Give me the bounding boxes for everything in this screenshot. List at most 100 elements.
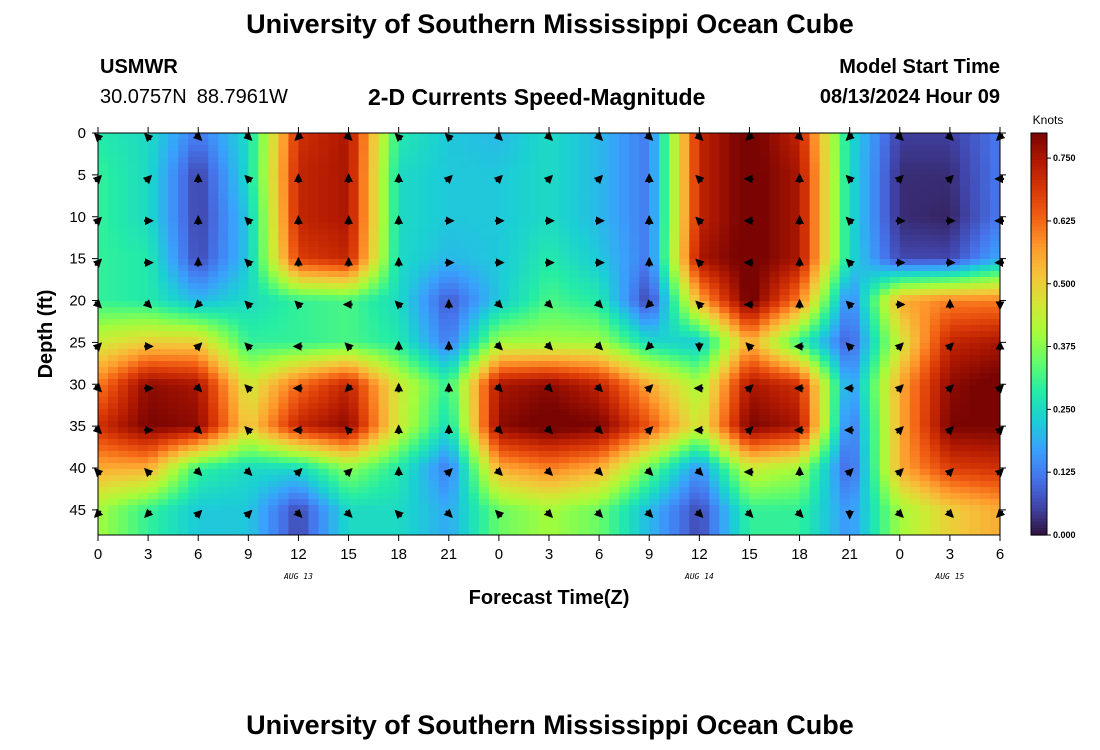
heat-cell [979, 385, 991, 392]
heat-cell [619, 241, 630, 248]
heat-cell [839, 313, 851, 320]
heat-cell [749, 247, 761, 254]
heat-cell [478, 241, 490, 248]
heat-cell [178, 193, 189, 200]
heat-cell [118, 145, 129, 152]
heat-cell [248, 193, 259, 200]
heat-cell [258, 271, 269, 278]
heat-cell [979, 403, 991, 410]
heat-cell [639, 235, 650, 242]
heat-cell [959, 157, 971, 164]
heat-cell [639, 457, 650, 464]
heat-cell [98, 403, 109, 410]
heat-cell [498, 355, 510, 362]
heat-cell [729, 283, 741, 290]
heat-cell [649, 259, 660, 266]
heat-cell [859, 157, 871, 164]
heat-cell [899, 133, 911, 140]
heat-cell [919, 319, 931, 326]
heat-cell [458, 295, 470, 302]
heat-cell [108, 445, 119, 452]
heat-cell [589, 259, 600, 266]
heat-cell [438, 301, 450, 308]
heat-cell [889, 169, 901, 176]
heat-cell [769, 391, 781, 398]
heat-cell [508, 205, 520, 212]
heat-cell [919, 373, 931, 380]
heat-cell [358, 265, 370, 272]
heat-cell [859, 301, 871, 308]
heat-cell [829, 133, 841, 140]
heat-cell [759, 289, 771, 296]
heat-cell [899, 421, 911, 428]
heat-cell [929, 403, 941, 410]
heat-cell [128, 379, 139, 386]
heat-cell [679, 157, 690, 164]
heat-cell [549, 301, 560, 308]
heat-cell [739, 451, 751, 458]
heat-cell [398, 199, 410, 206]
heat-cell [739, 331, 751, 338]
heat-cell [809, 415, 821, 422]
heat-cell [208, 379, 219, 386]
heat-cell [899, 229, 911, 236]
heat-cell [158, 133, 169, 140]
heat-cell [148, 205, 159, 212]
heat-cell [378, 451, 390, 458]
heat-cell [128, 187, 139, 194]
heat-cell [448, 403, 460, 410]
heat-cell [559, 451, 570, 458]
heat-cell [789, 397, 801, 404]
heat-cell [408, 187, 420, 194]
heat-cell [218, 433, 229, 440]
heat-cell [168, 367, 179, 374]
heat-cell [969, 367, 981, 374]
heat-cell [328, 445, 340, 452]
heat-cell [699, 445, 710, 452]
heat-cell [428, 145, 440, 152]
heat-cell [989, 235, 1000, 242]
heat-cell [609, 325, 620, 332]
heat-cell [789, 193, 801, 200]
heat-cell [729, 373, 741, 380]
heat-cell [799, 385, 811, 392]
heat-cell [118, 319, 129, 326]
heat-cell [679, 139, 690, 146]
heat-cell [538, 319, 550, 326]
heat-cell [518, 451, 530, 458]
heat-cell [498, 391, 510, 398]
heat-cell [869, 247, 881, 254]
heat-cell [388, 307, 400, 314]
heat-cell [569, 277, 580, 284]
heat-cell [398, 193, 410, 200]
heat-cell [589, 451, 600, 458]
heat-cell [508, 361, 520, 368]
heat-cell [258, 301, 269, 308]
heat-cell [128, 421, 139, 428]
heat-cell [138, 415, 149, 422]
heat-cell [328, 259, 340, 266]
heat-cell [498, 157, 510, 164]
heat-cell [549, 205, 560, 212]
heat-cell [659, 439, 670, 446]
heat-cell [979, 415, 991, 422]
heat-cell [939, 283, 951, 290]
heat-cell [679, 223, 690, 230]
heat-cell [589, 271, 600, 278]
heat-cell [729, 289, 741, 296]
heat-cell [308, 367, 320, 374]
heat-cell [278, 235, 290, 242]
heat-cell [258, 427, 269, 434]
heat-cell [208, 187, 219, 194]
heat-cell [749, 277, 761, 284]
heat-cell [288, 337, 300, 344]
heat-cell [518, 289, 530, 296]
heat-cell [248, 457, 259, 464]
heat-cell [198, 319, 209, 326]
heat-cell [769, 439, 781, 446]
heat-cell [979, 175, 991, 182]
heat-cell [168, 421, 179, 428]
heat-cell [158, 337, 169, 344]
heat-cell [649, 343, 660, 350]
heat-cell [589, 307, 600, 314]
